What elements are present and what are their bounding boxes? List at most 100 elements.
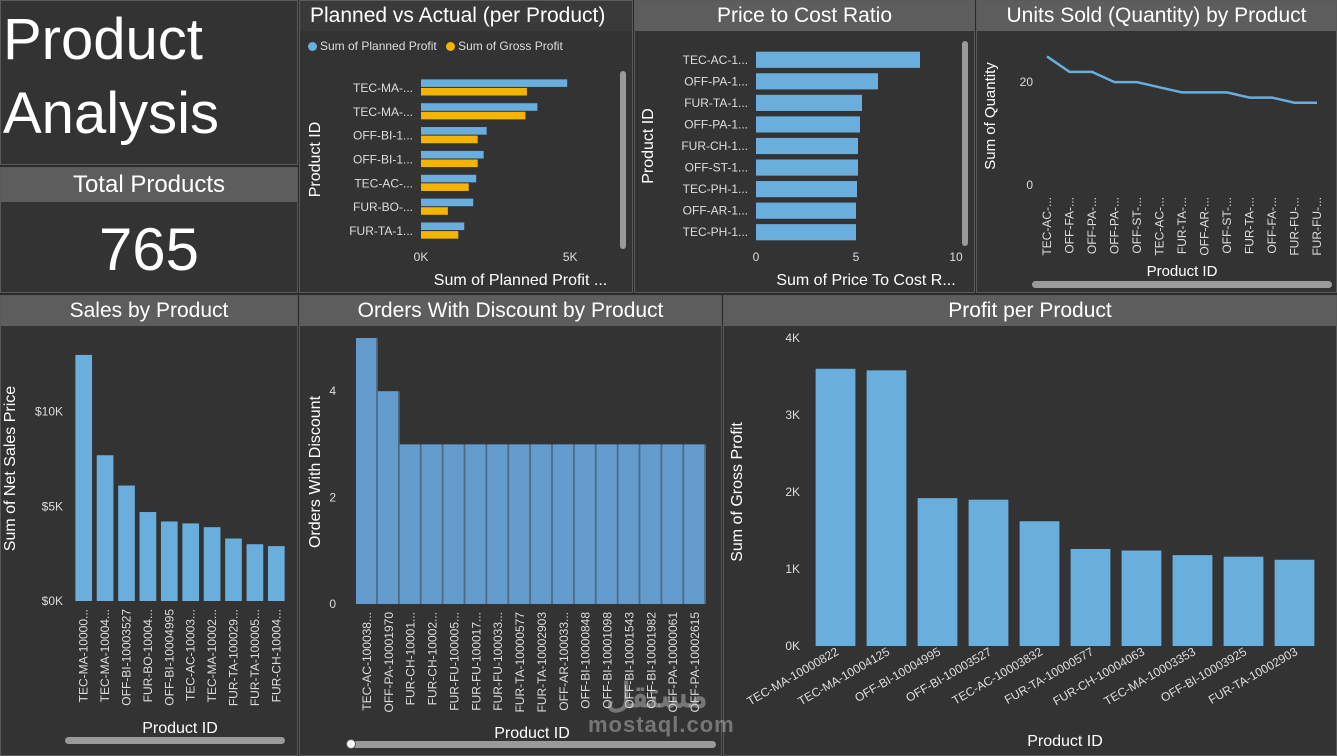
- bar-planned: [421, 127, 487, 135]
- panel-price-to-cost[interactable]: Price to Cost Ratio TEC-AC-1... OFF-PA-1.…: [634, 0, 975, 293]
- bar: [815, 368, 856, 646]
- bar: [182, 523, 200, 601]
- y-tick-label: OFF-ST-1...: [685, 161, 748, 175]
- bar: [1172, 555, 1213, 646]
- dashboard-title: Product Analysis: [0, 0, 298, 165]
- horizontal-scrollbar[interactable]: [65, 737, 285, 744]
- kpi-value: 765: [98, 216, 200, 283]
- x-tick-label: TEC-MA-10004125: [795, 644, 892, 708]
- x-axis-title: Product ID: [1147, 263, 1218, 280]
- scrollbar-handle[interactable]: [346, 739, 356, 749]
- x-tick-label: OFF-BI-10001098: [601, 612, 615, 709]
- bar-gross: [421, 111, 526, 120]
- x-tick-label: OFF-BI-10001543: [622, 612, 636, 709]
- legend-item-planned[interactable]: Sum of Planned Profit: [308, 39, 437, 53]
- horizontal-scrollbar[interactable]: [1032, 281, 1332, 288]
- x-tick-label: TEC-MA-10000...: [77, 609, 91, 702]
- bar-planned: [421, 174, 477, 183]
- bar: [756, 181, 857, 198]
- bar: [866, 370, 907, 646]
- x-axis-title: Sum of Planned Profit ...: [434, 272, 607, 289]
- x-tick-label: 10: [949, 250, 963, 264]
- bar: [618, 444, 639, 604]
- series-area: [356, 338, 706, 604]
- bar: [399, 444, 420, 604]
- x-tick-label: OFF-ST-...: [1220, 197, 1234, 254]
- panel-units-sold[interactable]: Units Sold (Quantity) by Product 0 20 TEC-…: [976, 0, 1337, 293]
- panel-sales-by-product[interactable]: Sales by Product $0K $5K $10K TEC-MA-10000.…: [0, 295, 298, 756]
- bar: [509, 444, 530, 604]
- x-tick-label: FUR-FU-100033...: [491, 612, 505, 711]
- bar: [917, 498, 958, 646]
- vertical-scrollbar[interactable]: [620, 71, 626, 249]
- y-tick-label: 4K: [785, 331, 800, 345]
- bar-planned: [421, 150, 484, 159]
- bar: [756, 224, 856, 241]
- y-tick-label: OFF-PA-1...: [684, 117, 748, 131]
- chart-svg-price-to-cost: TEC-AC-1... OFF-PA-1... FUR-TA-1... OFF-PA-…: [640, 51, 963, 289]
- y-tick-label: FUR-TA-1...: [349, 224, 413, 238]
- bar: [160, 521, 178, 601]
- x-tick-label: OFF-PA-...: [1085, 197, 1099, 254]
- bar: [662, 444, 683, 604]
- legend-label: Sum of Planned Profit: [320, 39, 437, 53]
- y-tick-label: OFF-AR-1...: [683, 204, 748, 218]
- panel-planned-vs-actual[interactable]: Planned vs Actual (per Product) Sum of P…: [299, 0, 633, 293]
- bar: [1019, 521, 1060, 646]
- bar: [487, 444, 508, 604]
- y-tick-label: FUR-CH-1...: [681, 139, 748, 153]
- horizontal-scrollbar[interactable]: [348, 741, 716, 748]
- x-tick-label: OFF-PA-10001970: [382, 612, 396, 713]
- x-tick-label: TEC-MA-10002...: [205, 609, 219, 702]
- y-tick-label: TEC-AC-...: [354, 176, 413, 190]
- x-tick-label: 5: [853, 250, 860, 264]
- y-axis-title: Sum of Net Sales Price: [2, 386, 19, 552]
- bar-gross: [421, 159, 478, 168]
- bar: [1274, 559, 1315, 646]
- x-tick-label: TEC-MA-10004...: [98, 609, 112, 702]
- y-tick-label: TEC-PH-1...: [683, 225, 748, 239]
- series-line: [1046, 55, 1317, 104]
- chart-title: Units Sold (Quantity) by Product: [977, 1, 1336, 31]
- bar: [96, 455, 114, 601]
- legend-label: Sum of Gross Profit: [458, 39, 563, 53]
- x-tick-label: OFF-BI-10001982: [644, 612, 658, 709]
- bar: [1070, 548, 1111, 646]
- x-tick-label: OFF-PA-...: [1108, 197, 1122, 254]
- bar-gross: [421, 207, 448, 215]
- bar: [756, 137, 858, 155]
- bar: [356, 338, 377, 604]
- y-tick-label: 4: [329, 384, 336, 398]
- y-tick-label: $5K: [42, 499, 63, 513]
- bar: [574, 444, 595, 604]
- chart-title: Price to Cost Ratio: [635, 1, 974, 31]
- chart-svg-units-sold: 0 20 TEC-AC-... OFF-FA-... OFF-PA-... OFF-PA-…: [982, 55, 1324, 280]
- vertical-scrollbar[interactable]: [962, 41, 968, 246]
- y-tick-label: TEC-MA-...: [353, 105, 413, 119]
- watermark-logo: مستقل mostaql.com: [588, 676, 758, 742]
- x-tick-label: OFF-BI-10004995: [852, 644, 943, 705]
- bar: [118, 485, 135, 601]
- bar: [75, 354, 93, 601]
- legend-dot-icon: [308, 42, 317, 51]
- chart-title: Orders With Discount by Product: [300, 296, 721, 326]
- y-axis-title: Orders With Discount: [307, 395, 324, 548]
- y-tick-label: 0: [1026, 178, 1033, 192]
- x-tick-label: OFF-FA-...: [1265, 197, 1279, 254]
- bar: [531, 444, 552, 604]
- title-line-1: Product: [3, 7, 203, 72]
- x-tick-label: FUR-CH-10001...: [404, 612, 418, 705]
- bar: [139, 512, 157, 601]
- x-tick-label: OFF-AR-100033...: [557, 612, 571, 711]
- y-tick-label: 1K: [785, 562, 800, 576]
- y-axis-title: Sum of Gross Profit: [729, 422, 746, 562]
- bar: [552, 444, 573, 604]
- bar: [443, 444, 464, 604]
- watermark-arabic: مستقل: [606, 677, 708, 715]
- panel-profit-per-product[interactable]: Profit per Product 0K 1K 2K 3K 4K TEC-MA-1000…: [723, 295, 1337, 756]
- legend-item-gross[interactable]: Sum of Gross Profit: [446, 39, 563, 53]
- y-tick-label: OFF-BI-1...: [353, 129, 413, 143]
- x-tick-label: FUR-TA-...: [1243, 197, 1257, 254]
- bar: [1223, 556, 1264, 646]
- panel-orders-with-discount[interactable]: Orders With Discount by Product 0 2 4 TEC-A…: [299, 295, 722, 756]
